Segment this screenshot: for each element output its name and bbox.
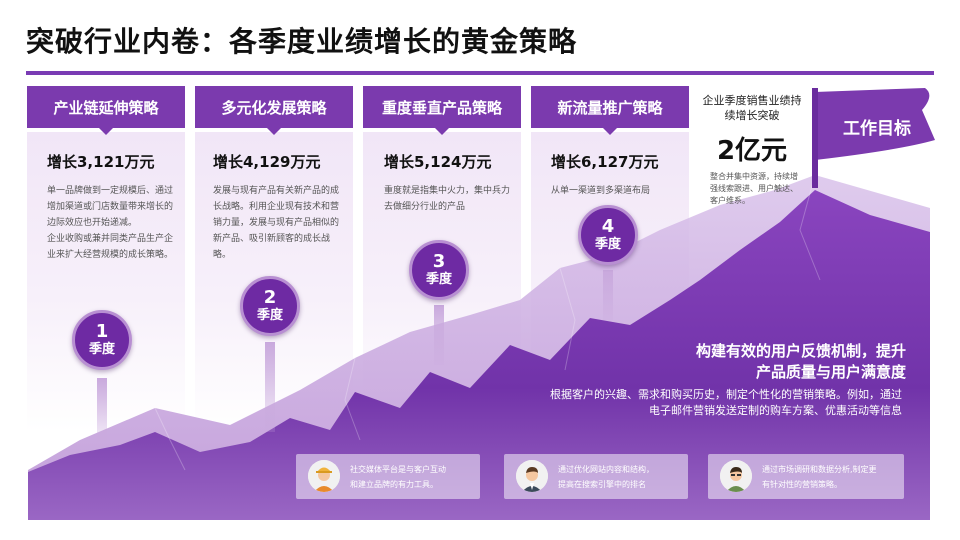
quarter-1-description: 单一品牌做到一定规模后、通过增加渠道或门店数量带来增长的边际效应也开始递减。 企… (47, 183, 177, 263)
page-title: 突破行业内卷：各季度业绩增长的黄金策略 (26, 25, 578, 58)
card-line: 有针对性的营销策略。 (762, 480, 842, 489)
quarter-4-header: 新流量推广策略 (531, 86, 689, 135)
card-line: 社交媒体平台是与客户互动 (350, 465, 446, 474)
quarter-3-header: 重度垂直产品策略 (363, 86, 521, 135)
badge-unit: 季度 (256, 308, 283, 323)
quarter-4-stem (603, 270, 613, 320)
worker-avatar-icon (308, 460, 340, 492)
target-caption: 企业季度销售业绩持续增长突破 (702, 94, 802, 122)
quarter-3-growth: 增长5,124万元 (384, 153, 492, 171)
card-line: 提高在搜索引擎中的排名 (558, 480, 646, 489)
quarter-2-stem (265, 342, 275, 432)
description-paragraph: 重度就是指集中火力，集中兵力去做细分行业的产品 (384, 186, 511, 212)
description-paragraph: 单一品牌做到一定规模后、通过增加渠道或门店数量带来增长的边际效应也开始递减。 (47, 186, 174, 228)
quarter-4-description: 从单一渠道到多渠道布局 (551, 183, 681, 199)
feedback-text: 根据客户的兴趣、需求和购买历史，制定个性化的营销策略。例如，通过电子邮件营销发送… (550, 388, 902, 417)
strategy-card-1: 社交媒体平台是与客户互动 和建立品牌的有力工具。 (296, 454, 480, 499)
badge-unit: 季度 (594, 237, 621, 252)
description-paragraph: 发展与现有产品有关新产品的成长战略。利用企业现有技术和营销力量，发展与现有产品相… (213, 186, 340, 260)
quarter-1-header: 产业链延伸策略 (27, 86, 185, 135)
description-paragraph: 从单一渠道到多渠道布局 (551, 186, 651, 196)
quarter-4-growth: 增长6,127万元 (551, 153, 659, 171)
card-text: 通过优化网站内容和结构， 提高在搜索引擎中的排名 (558, 462, 654, 492)
quarter-3-description: 重度就是指集中火力，集中兵力去做细分行业的产品 (384, 183, 514, 215)
feedback-heading: 构建有效的用户反馈机制，提升 产品质量与用户满意度 (620, 341, 906, 383)
quarter-3-badge: 3 季度 (409, 240, 469, 300)
badge-number: 1 (95, 321, 109, 342)
badge-number: 2 (263, 287, 277, 308)
badge-unit: 季度 (88, 342, 115, 357)
target-flag (815, 88, 935, 160)
card-text: 社交媒体平台是与客户互动 和建立品牌的有力工具。 (350, 462, 446, 492)
target-value: 2亿元 (716, 136, 788, 166)
businessman-avatar-icon (516, 460, 548, 492)
strategy-card-3: 通过市场调研和数据分析,制定更 有针对性的营销策略。 (708, 454, 904, 499)
badge-number: 4 (601, 216, 615, 237)
card-line: 通过优化网站内容和结构， (558, 465, 654, 474)
quarter-2-header: 多元化发展策略 (195, 86, 353, 135)
quarter-2-badge: 2 季度 (240, 276, 300, 336)
engineer-avatar-icon (720, 460, 752, 492)
title-underline (26, 71, 934, 75)
flag-label: 工作目标 (843, 119, 911, 139)
quarter-4-badge: 4 季度 (578, 205, 638, 265)
quarter-1-badge: 1 季度 (72, 310, 132, 370)
card-line: 和建立品牌的有力工具。 (350, 480, 438, 489)
quarter-1-growth: 增长3,121万元 (47, 153, 155, 171)
feedback-heading-line-1: 构建有效的用户反馈机制，提升 (695, 342, 906, 360)
strategy-card-2: 通过优化网站内容和结构， 提高在搜索引擎中的排名 (504, 454, 688, 499)
card-line: 通过市场调研和数据分析,制定更 (762, 465, 877, 474)
quarter-2-description: 发展与现有产品有关新产品的成长战略。利用企业现有技术和营销力量，发展与现有产品相… (213, 183, 343, 263)
description-paragraph: 企业收购或兼并同类产品生产企业来扩大经营规模的成长策略。 (47, 234, 174, 260)
badge-unit: 季度 (425, 272, 452, 287)
badge-number: 3 (432, 251, 446, 272)
quarter-3-stem (434, 305, 444, 365)
quarter-2-growth: 增长4,129万元 (213, 153, 321, 171)
target-note: 整合并集中资源，持续增强线索跟进、用户触达、客户维系。 (710, 172, 798, 205)
feedback-heading-line-2: 产品质量与用户满意度 (755, 363, 906, 381)
quarter-1-stem (97, 378, 107, 442)
card-text: 通过市场调研和数据分析,制定更 有针对性的营销策略。 (762, 462, 877, 492)
